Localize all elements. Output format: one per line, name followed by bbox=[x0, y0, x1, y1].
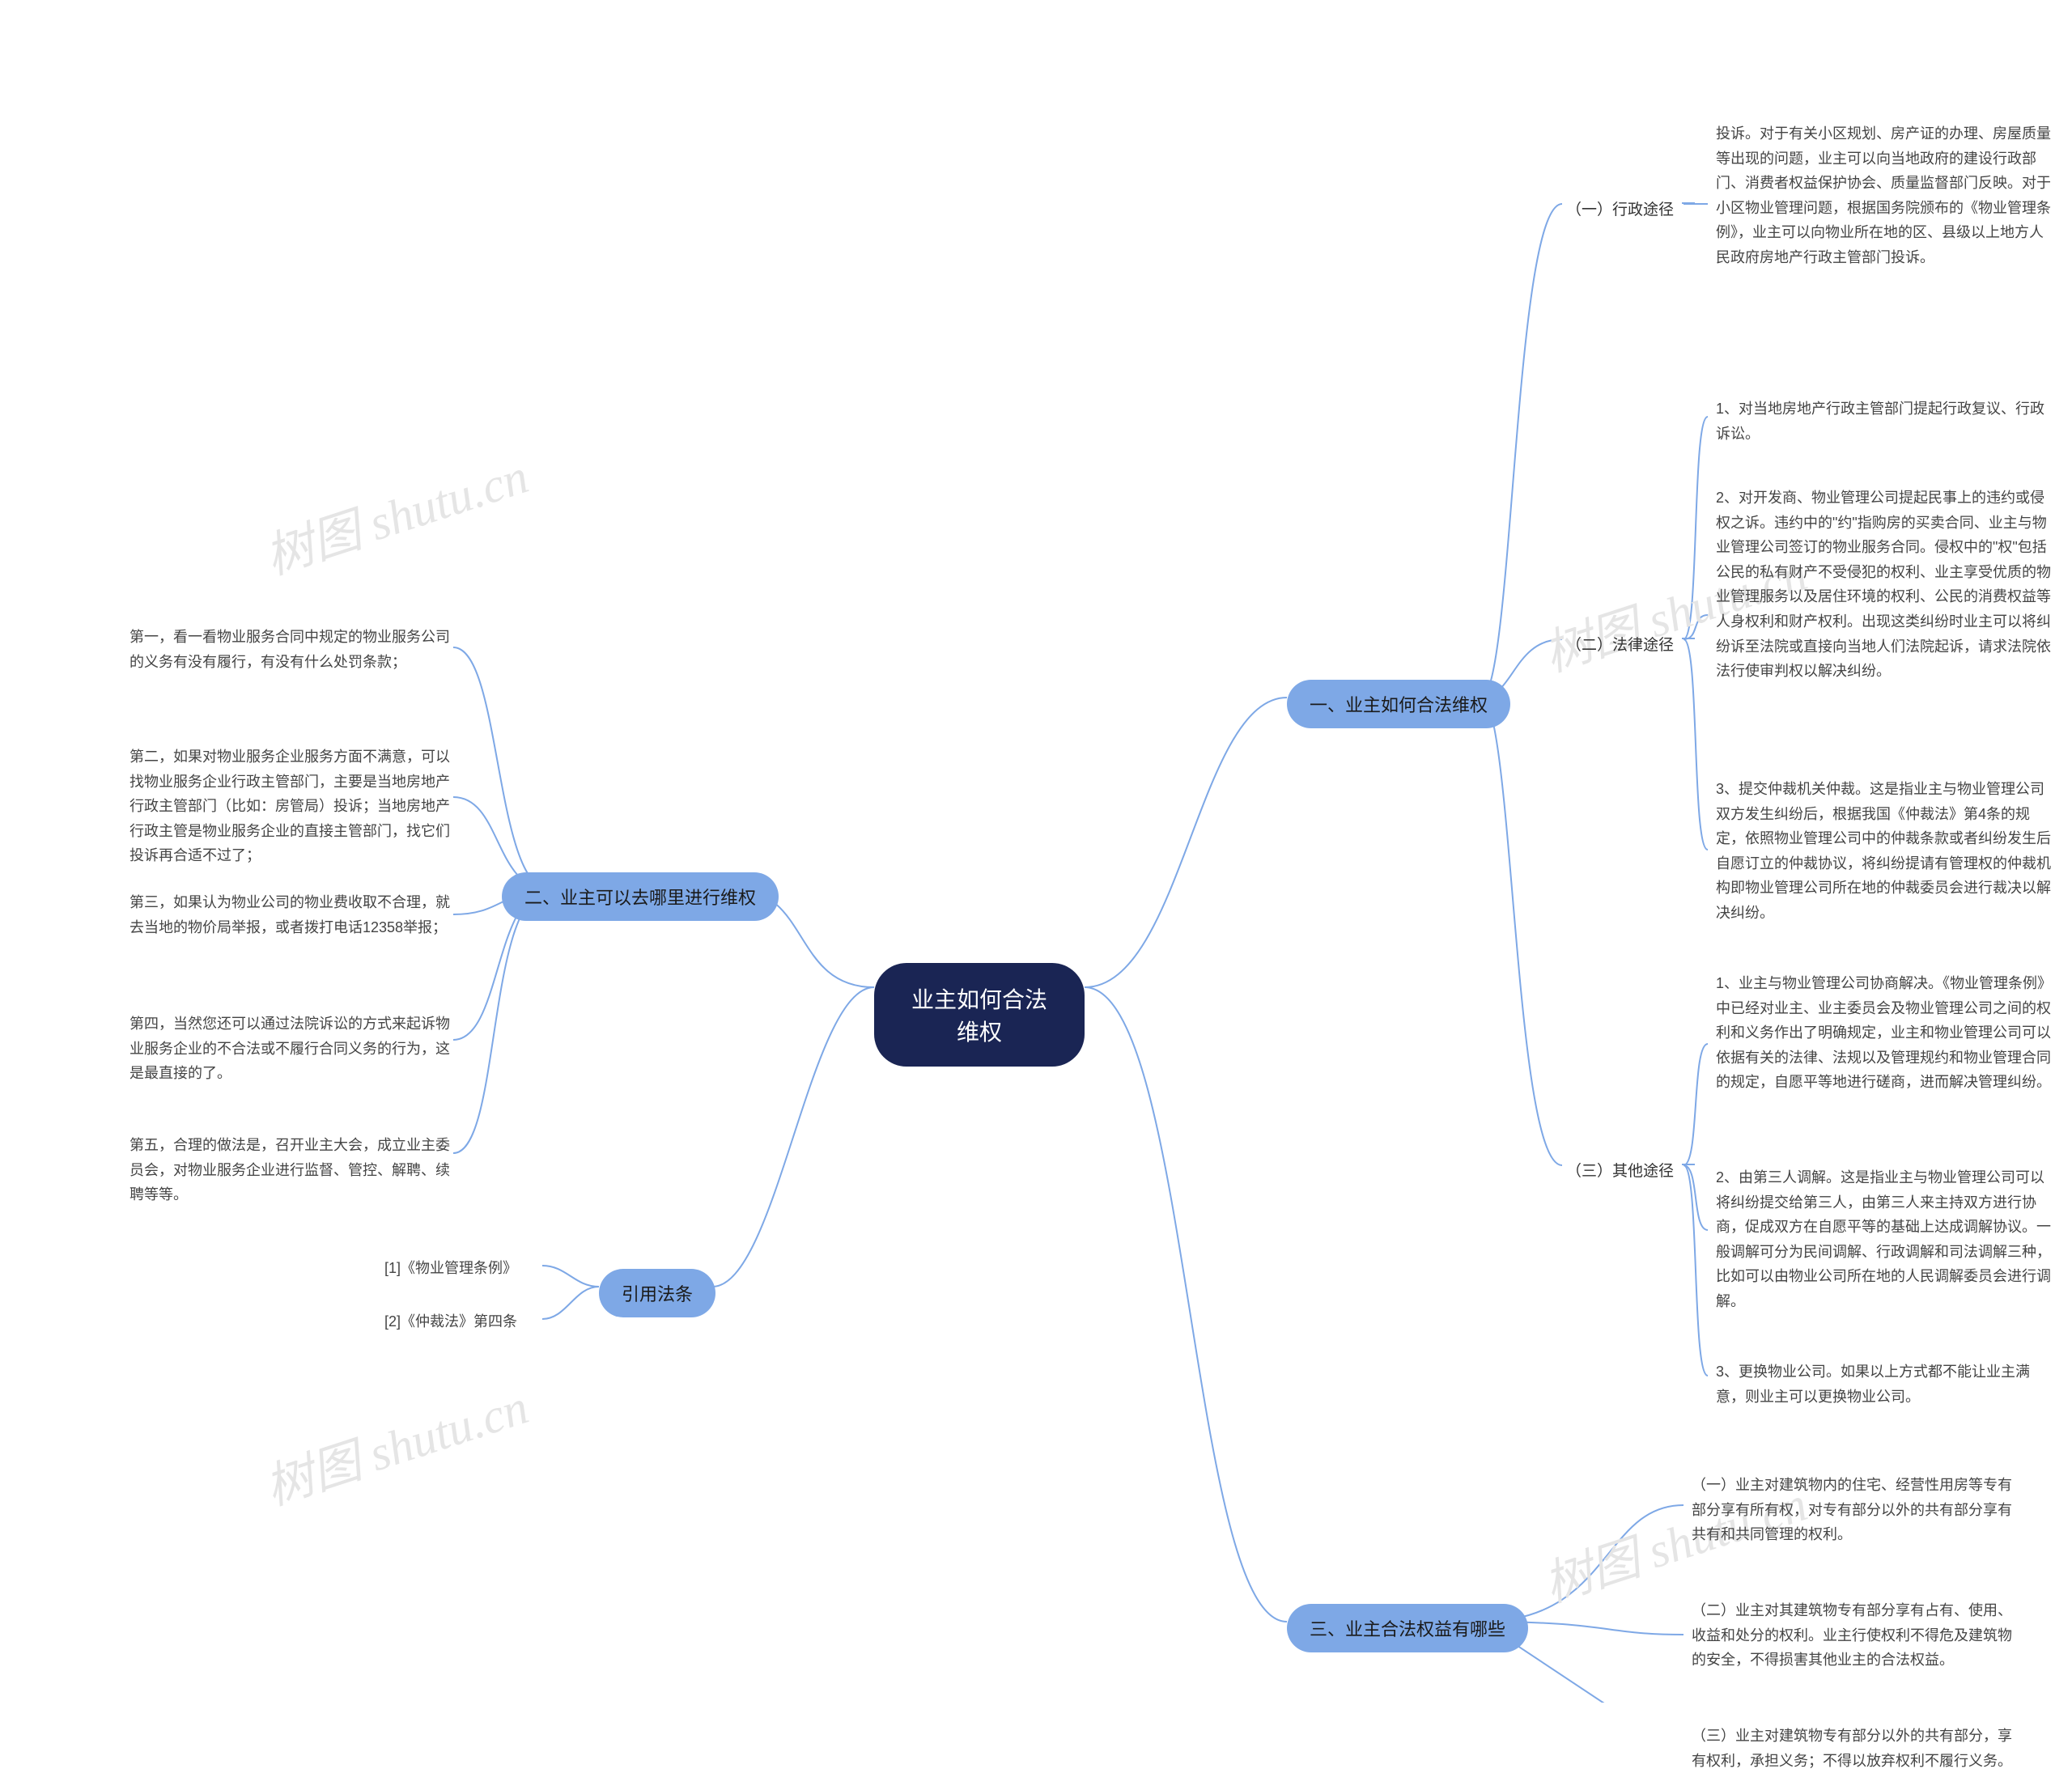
center-topic[interactable]: 业主如何合法维权 bbox=[874, 963, 1085, 1067]
watermark: 树图 shutu.cn bbox=[255, 1368, 536, 1519]
branch-where-protect[interactable]: 二、业主可以去哪里进行维权 bbox=[502, 872, 779, 921]
leaf-where-3: 第三，如果认为物业公司的物业费收取不合理，就去当地的物价局举报，或者拨打电话12… bbox=[130, 890, 453, 940]
sub-legal-route[interactable]: （二）法律途径 bbox=[1566, 628, 1674, 660]
leaf-law-2: [2]《仲裁法》第四条 bbox=[384, 1309, 517, 1334]
branch-label: 二、业主可以去哪里进行维权 bbox=[524, 884, 756, 910]
leaf-rights-3: （三）业主对建筑物专有部分以外的共有部分，享有权利，承担义务；不得以放弃权利不履… bbox=[1692, 1724, 2015, 1773]
leaf-admin-complaint: 投诉。对于有关小区规划、房产证的办理、房屋质量等出现的问题，业主可以向当地政府的… bbox=[1716, 121, 2056, 270]
branch-label: 引用法条 bbox=[622, 1280, 693, 1306]
branch-cited-law[interactable]: 引用法条 bbox=[599, 1269, 715, 1317]
leaf-legal-2: 2、对开发商、物业管理公司提起民事上的违约或侵权之诉。违约中的"约"指购房的买卖… bbox=[1716, 486, 2056, 684]
branch-owner-rights[interactable]: 三、业主合法权益有哪些 bbox=[1287, 1604, 1528, 1652]
leaf-rights-2: （二）业主对其建筑物专有部分享有占有、使用、收益和处分的权利。业主行使权利不得危… bbox=[1692, 1598, 2015, 1673]
leaf-rights-1: （一）业主对建筑物内的住宅、经营性用房等专有部分享有所有权，对专有部分以外的共有… bbox=[1692, 1473, 2015, 1547]
leaf-where-1: 第一，看一看物业服务合同中规定的物业服务公司的义务有没有履行，有没有什么处罚条款… bbox=[130, 625, 453, 674]
leaf-other-3: 3、更换物业公司。如果以上方式都不能让业主满意，则业主可以更换物业公司。 bbox=[1716, 1359, 2056, 1409]
sub-label: （一）行政途径 bbox=[1566, 197, 1674, 219]
leaf-law-1: [1]《物业管理条例》 bbox=[384, 1256, 517, 1281]
leaf-legal-1: 1、对当地房地产行政主管部门提起行政复议、行政诉讼。 bbox=[1716, 397, 2056, 446]
branch-label: 一、业主如何合法维权 bbox=[1310, 691, 1488, 717]
sub-other-route[interactable]: （三）其他途径 bbox=[1566, 1154, 1674, 1186]
leaf-legal-3: 3、提交仲裁机关仲裁。这是指业主与物业管理公司双方发生纠纷后，根据我国《仲裁法》… bbox=[1716, 777, 2056, 926]
branch-rights-protect[interactable]: 一、业主如何合法维权 bbox=[1287, 680, 1510, 728]
branch-label: 三、业主合法权益有哪些 bbox=[1310, 1615, 1505, 1641]
leaf-other-2: 2、由第三人调解。这是指业主与物业管理公司可以将纠纷提交给第三人，由第三人来主持… bbox=[1716, 1165, 2056, 1314]
center-label: 业主如何合法维权 bbox=[906, 982, 1052, 1047]
sub-admin-route[interactable]: （一）行政途径 bbox=[1566, 193, 1674, 224]
leaf-where-2: 第二，如果对物业服务企业服务方面不满意，可以找物业服务企业行政主管部门，主要是当… bbox=[130, 744, 453, 868]
watermark: 树图 shutu.cn bbox=[255, 437, 536, 588]
sub-label: （二）法律途径 bbox=[1566, 633, 1674, 655]
sub-label: （三）其他途径 bbox=[1566, 1159, 1674, 1181]
leaf-other-1: 1、业主与物业管理公司协商解决。《物业管理条例》中已经对业主、业主委员会及物业管… bbox=[1716, 971, 2056, 1095]
leaf-where-5: 第五，合理的做法是，召开业主大会，成立业主委员会，对物业服务企业进行监督、管控、… bbox=[130, 1133, 453, 1207]
leaf-where-4: 第四，当然您还可以通过法院诉讼的方式来起诉物业服务企业的不合法或不履行合同义务的… bbox=[130, 1012, 453, 1086]
